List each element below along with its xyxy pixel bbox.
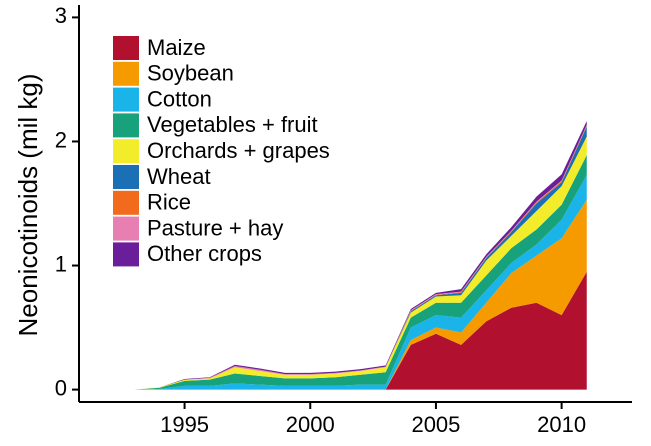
y-axis-label: Neonicotinoids (mil kg) [13,74,43,337]
legend-label-pasture-hay: Pasture + hay [147,215,283,240]
area-series-orchards-grapes [109,136,587,390]
legend-swatch-other-crops [113,242,139,267]
area-series-maize [109,271,587,390]
y-axis-ticks: 0 1 2 3 [55,3,79,400]
legend-label-wheat: Wheat [147,164,211,189]
y-tick-label: 2 [55,127,67,152]
x-axis-ticks: 1995 2000 2005 2010 [160,402,586,437]
y-tick-label: 0 [55,375,67,400]
legend-label-orchards-grapes: Orchards + grapes [147,138,330,163]
legend-label-maize: Maize [147,35,206,60]
y-tick-label: 3 [55,3,67,28]
legend-label-cotton: Cotton [147,86,212,111]
x-tick-label: 2010 [537,412,586,437]
legend-label-soybean: Soybean [147,61,234,86]
legend-swatch-rice [113,190,139,215]
legend-label-other-crops: Other crops [147,241,262,266]
legend-swatch-maize [113,36,139,60]
legend-swatch-orchards-grapes [113,139,139,164]
legend-swatch-cotton [113,87,139,112]
x-tick-label: 2000 [286,412,335,437]
legend-swatch-vegetables-fruit [113,113,139,138]
x-tick-label: 1995 [160,412,209,437]
stacked-areas [109,121,587,390]
axes [78,5,632,403]
legend-label-rice: Rice [147,190,191,215]
x-tick-label: 2005 [411,412,460,437]
legend-label-vegetables-fruit: Vegetables + fruit [147,112,318,137]
legend-swatch-wheat [113,165,139,189]
legend-swatch-soybean [113,61,139,86]
y-tick-label: 1 [55,251,67,276]
legend-swatch-pasture-hay [113,216,139,241]
area-series-vegetables-fruit [109,155,587,390]
